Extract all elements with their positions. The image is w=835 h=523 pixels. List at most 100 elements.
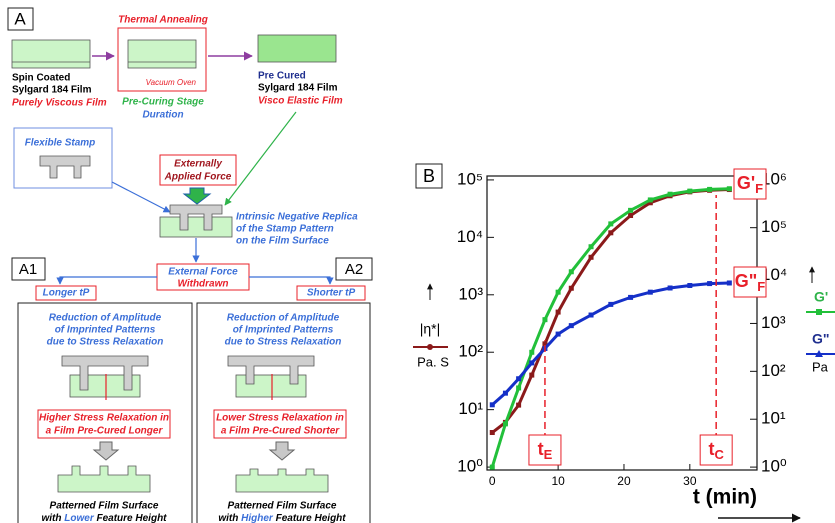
film <box>160 217 232 237</box>
patterned-film <box>58 466 150 492</box>
point <box>628 295 633 300</box>
point <box>707 187 712 192</box>
point <box>608 302 613 307</box>
y-tick-label: 10² <box>458 342 483 361</box>
y-tick-label: 10³ <box>458 284 483 303</box>
relax-label: Reduction of Amplitude <box>49 313 162 324</box>
point <box>516 385 521 390</box>
x-tick-label: 0 <box>489 474 496 488</box>
y2-axis-label: G" <box>812 331 830 347</box>
panel-label: B <box>423 166 435 186</box>
point <box>608 221 613 226</box>
arrow <box>60 277 157 284</box>
force-label: Applied Force <box>164 172 232 183</box>
replica-label: Intrinsic Negative Replica <box>236 212 358 223</box>
point <box>490 430 495 435</box>
x-tick-label: 20 <box>617 474 631 488</box>
film-label: Sylgard 184 Film <box>258 83 338 94</box>
y-axis-label: Pa. S <box>417 354 449 369</box>
stamp-label: Flexible Stamp <box>25 138 96 149</box>
arrow <box>112 182 170 212</box>
panel-a2: A2 Shorter tP Reduction of Amplitude of … <box>197 258 372 523</box>
panel-label: A2 <box>345 261 363 278</box>
panel-a1: A1 Longer tP Reduction of Amplitude of I… <box>12 258 192 523</box>
force-label: Externally <box>174 159 222 170</box>
point <box>589 244 594 249</box>
point <box>516 403 521 408</box>
panel-label: A1 <box>19 261 37 278</box>
result-label: Patterned Film Surface <box>50 501 159 512</box>
point <box>608 230 613 235</box>
annealing-label: Thermal Annealing <box>118 15 208 26</box>
point <box>628 208 633 213</box>
time-label-sub: E <box>544 447 553 462</box>
point <box>648 197 653 202</box>
film-label: Sylgard 184 Film <box>12 85 92 96</box>
point <box>556 332 561 337</box>
point <box>542 317 547 322</box>
relax-label: of Imprinted Patterns <box>233 325 334 336</box>
y-tick-label: 10⁴ <box>457 227 483 246</box>
result-label: Patterned Film Surface <box>228 501 337 512</box>
point <box>529 373 534 378</box>
relax-label: due to Stress Relaxation <box>47 337 164 348</box>
plateau-label-sub: F <box>757 279 765 294</box>
point <box>503 421 508 426</box>
time-label-sub: C <box>714 447 724 462</box>
plateau-label-sub: F <box>755 181 763 196</box>
x-tick-label: 30 <box>683 474 697 488</box>
point <box>628 213 633 218</box>
panel-label: A <box>14 9 26 28</box>
stress-label: a Film Pre-Cured Shorter <box>221 426 340 437</box>
plateau-label-main: G' <box>737 173 755 193</box>
relax-label: of Imprinted Patterns <box>55 325 156 336</box>
result-word: Lower <box>64 513 95 523</box>
stress-label: a Film Pre-Cured Longer <box>46 426 164 437</box>
duration-label: Duration <box>142 110 183 121</box>
point <box>556 310 561 315</box>
withdrawn-label: Withdrawn <box>177 279 228 290</box>
point <box>529 360 534 365</box>
oven-label: Vacuum Oven <box>146 78 197 87</box>
replica-label: on the Film Surface <box>236 236 329 247</box>
down-arrow <box>270 442 294 460</box>
condition-label: Longer tP <box>43 288 90 299</box>
y-tick-label: 10⁵ <box>457 169 483 188</box>
withdrawn-label: External Force <box>168 267 238 278</box>
replica-label: of the Stamp Pattern <box>236 224 334 235</box>
y-tick-label: 10¹ <box>458 399 483 418</box>
y2-tick-label: 10³ <box>761 313 786 332</box>
y2-tick-label: 10¹ <box>761 409 786 428</box>
point <box>516 376 521 381</box>
arrow <box>249 277 330 284</box>
film <box>258 35 336 62</box>
legend-marker <box>816 309 822 315</box>
panel-a: A Thermal Annealing Spin Coated Sylgard … <box>8 8 358 290</box>
point <box>687 283 692 288</box>
y-tick-label: 10⁰ <box>457 457 483 476</box>
y2-tick-label: 10⁰ <box>761 457 787 476</box>
relax-label: Reduction of Amplitude <box>227 313 340 324</box>
film <box>12 40 90 68</box>
point <box>687 189 692 194</box>
point <box>589 313 594 318</box>
point <box>727 186 732 191</box>
result-word: with <box>218 513 238 523</box>
y2-tick-label: 10⁵ <box>761 217 787 236</box>
x-tick-label: 10 <box>551 474 565 488</box>
point <box>707 281 712 286</box>
result-word: with <box>41 513 61 523</box>
condition-label: Shorter tP <box>307 288 356 299</box>
point <box>569 323 574 328</box>
down-arrow <box>94 442 118 460</box>
point <box>589 255 594 260</box>
y2-axis-label: G' <box>814 289 828 305</box>
result-word: Feature Height <box>97 513 168 523</box>
point <box>490 402 495 407</box>
stress-label: Higher Stress Relaxation in <box>39 413 169 424</box>
point <box>668 285 673 290</box>
y2-tick-label: 10² <box>761 361 786 380</box>
stress-label: Lower Stress Relaxation in <box>216 413 344 424</box>
point <box>490 465 495 470</box>
